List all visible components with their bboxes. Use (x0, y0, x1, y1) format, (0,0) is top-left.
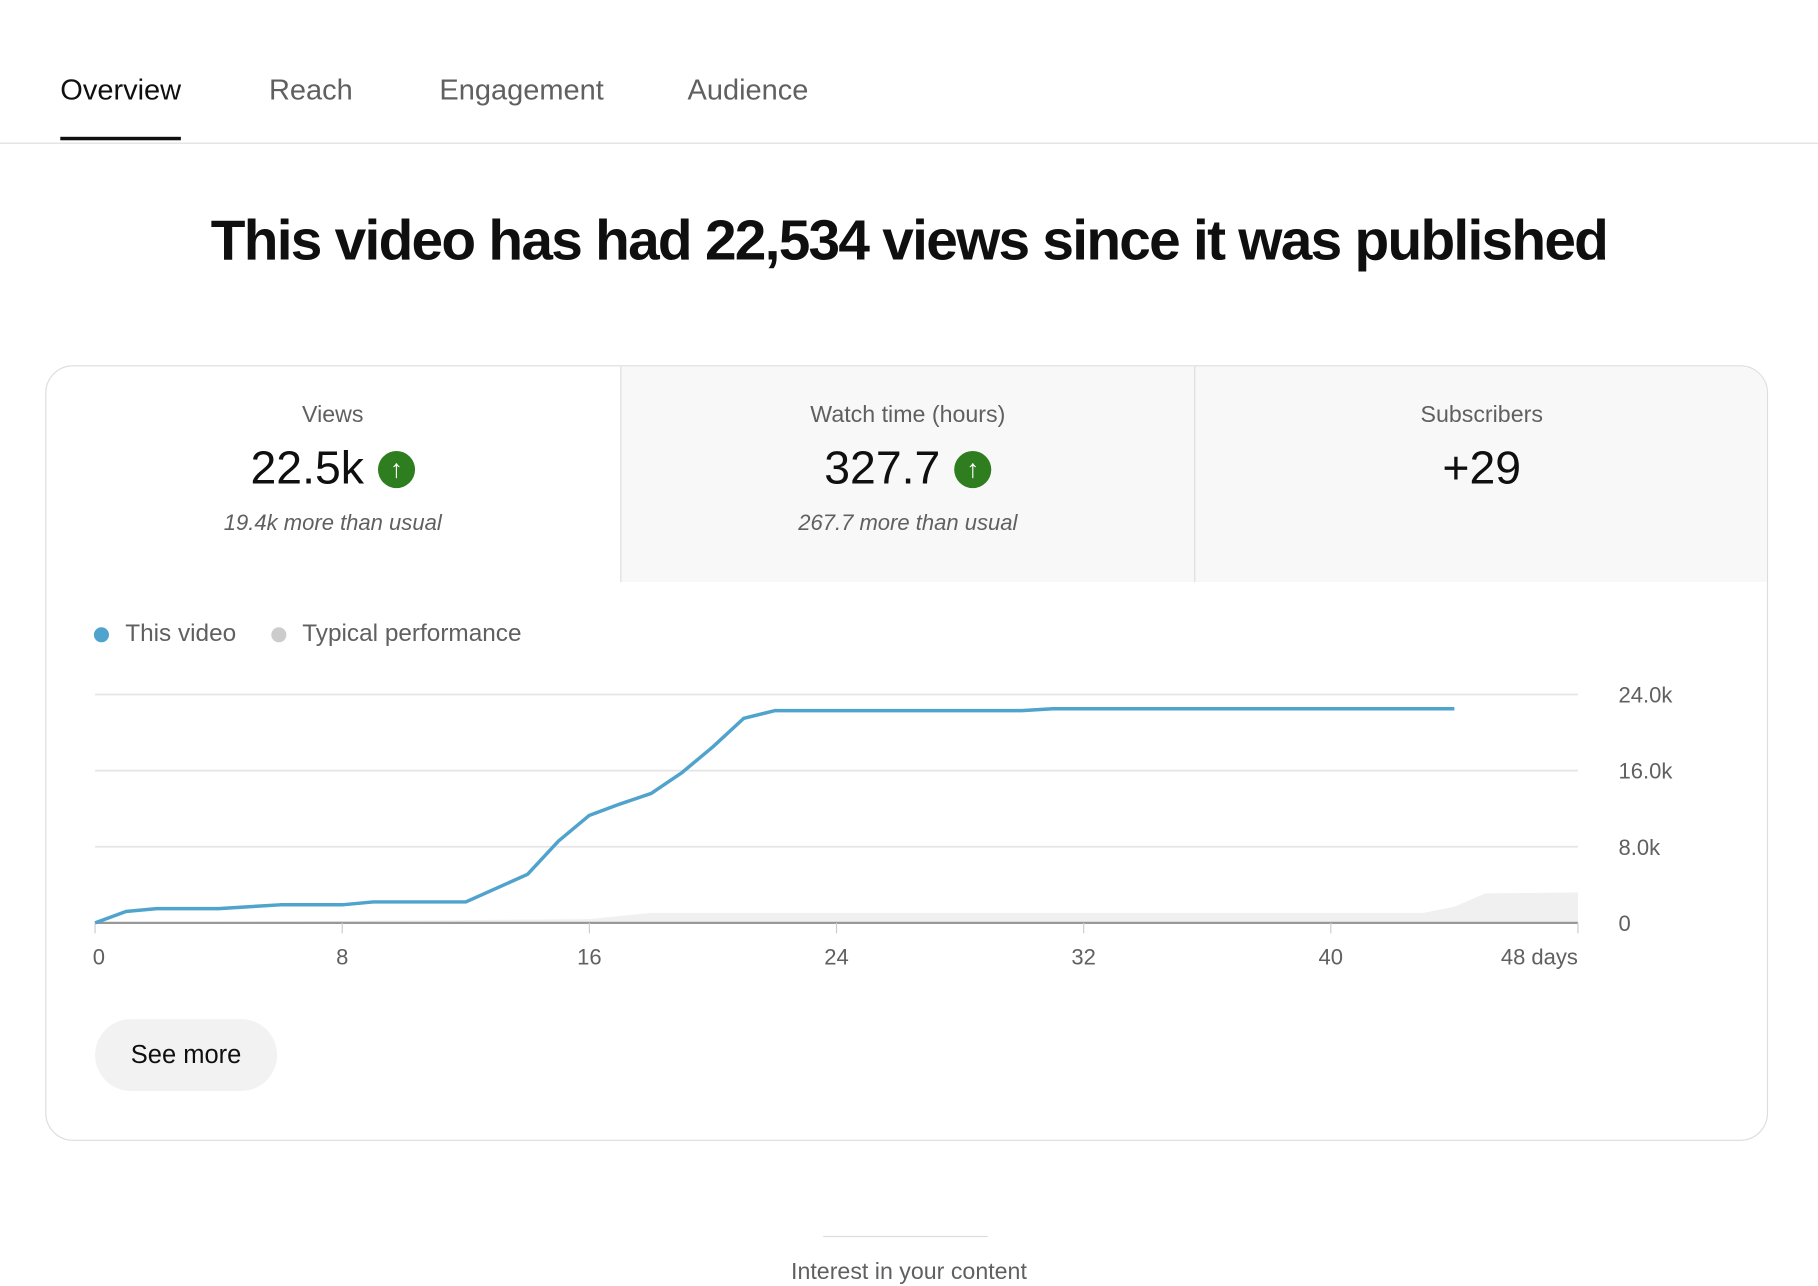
metric-comparison: 267.7 more than usual (798, 511, 1018, 536)
views-chart: 0 8.0k 16.0k 24.0k 0 8 16 24 32 40 48 days (93, 683, 1674, 970)
divider (823, 1235, 988, 1238)
metric-value: +29 (1442, 442, 1522, 494)
arrow-up-icon: ↑ (377, 450, 415, 488)
tab-reach[interactable]: Reach (268, 74, 353, 107)
tab-engagement[interactable]: Engagement (439, 74, 604, 107)
x-tick-label: 40 (1319, 945, 1344, 970)
metric-label: Watch time (hours) (810, 402, 1006, 428)
see-more-button[interactable]: See more (95, 1019, 278, 1091)
chart-legend: This video Typical performance (93, 620, 522, 648)
section-title: Interest in your content (791, 1259, 1027, 1285)
metric-watch-time[interactable]: Watch time (hours) 327.7 ↑ 267.7 more tha… (620, 366, 1195, 583)
metric-subscribers[interactable]: Subscribers +29 (1194, 366, 1767, 583)
x-tick-label: 24 (824, 945, 849, 970)
x-tick-label: 48 days (1501, 945, 1578, 970)
legend-this-video: This video (93, 620, 236, 648)
x-tick-label: 0 (93, 945, 105, 970)
metric-comparison: 19.4k more than usual (223, 511, 442, 536)
y-tick-label: 0 (1619, 911, 1631, 936)
tab-bar: Overview Reach Engagement Audience (0, 0, 1818, 144)
page-title: This video has had 22,534 views since it… (210, 209, 1609, 273)
metric-label: Views (302, 402, 364, 428)
x-tick-label: 32 (1071, 945, 1096, 970)
metric-views[interactable]: Views 22.5k ↑ 19.4k more than usual (46, 366, 619, 582)
typical-performance-area (95, 892, 1578, 923)
metric-label: Subscribers (1420, 402, 1543, 428)
y-tick-label: 8.0k (1619, 835, 1662, 860)
legend-dot-icon (270, 627, 287, 643)
metric-value: 327.7 (824, 442, 941, 494)
x-tick-label: 8 (336, 945, 348, 970)
arrow-up-icon: ↑ (954, 450, 992, 488)
x-tick-label: 16 (577, 945, 602, 970)
overview-card: Views 22.5k ↑ 19.4k more than usual Watch… (45, 365, 1769, 1141)
y-tick-label: 16.0k (1619, 759, 1674, 784)
metric-value: 22.5k (250, 442, 364, 494)
tab-audience[interactable]: Audience (687, 74, 809, 107)
tab-overview[interactable]: Overview (60, 74, 182, 141)
y-tick-label: 24.0k (1619, 683, 1674, 708)
this-video-line (94, 707, 1455, 925)
legend-dot-icon (93, 627, 109, 643)
legend-typical: Typical performance (270, 620, 522, 648)
